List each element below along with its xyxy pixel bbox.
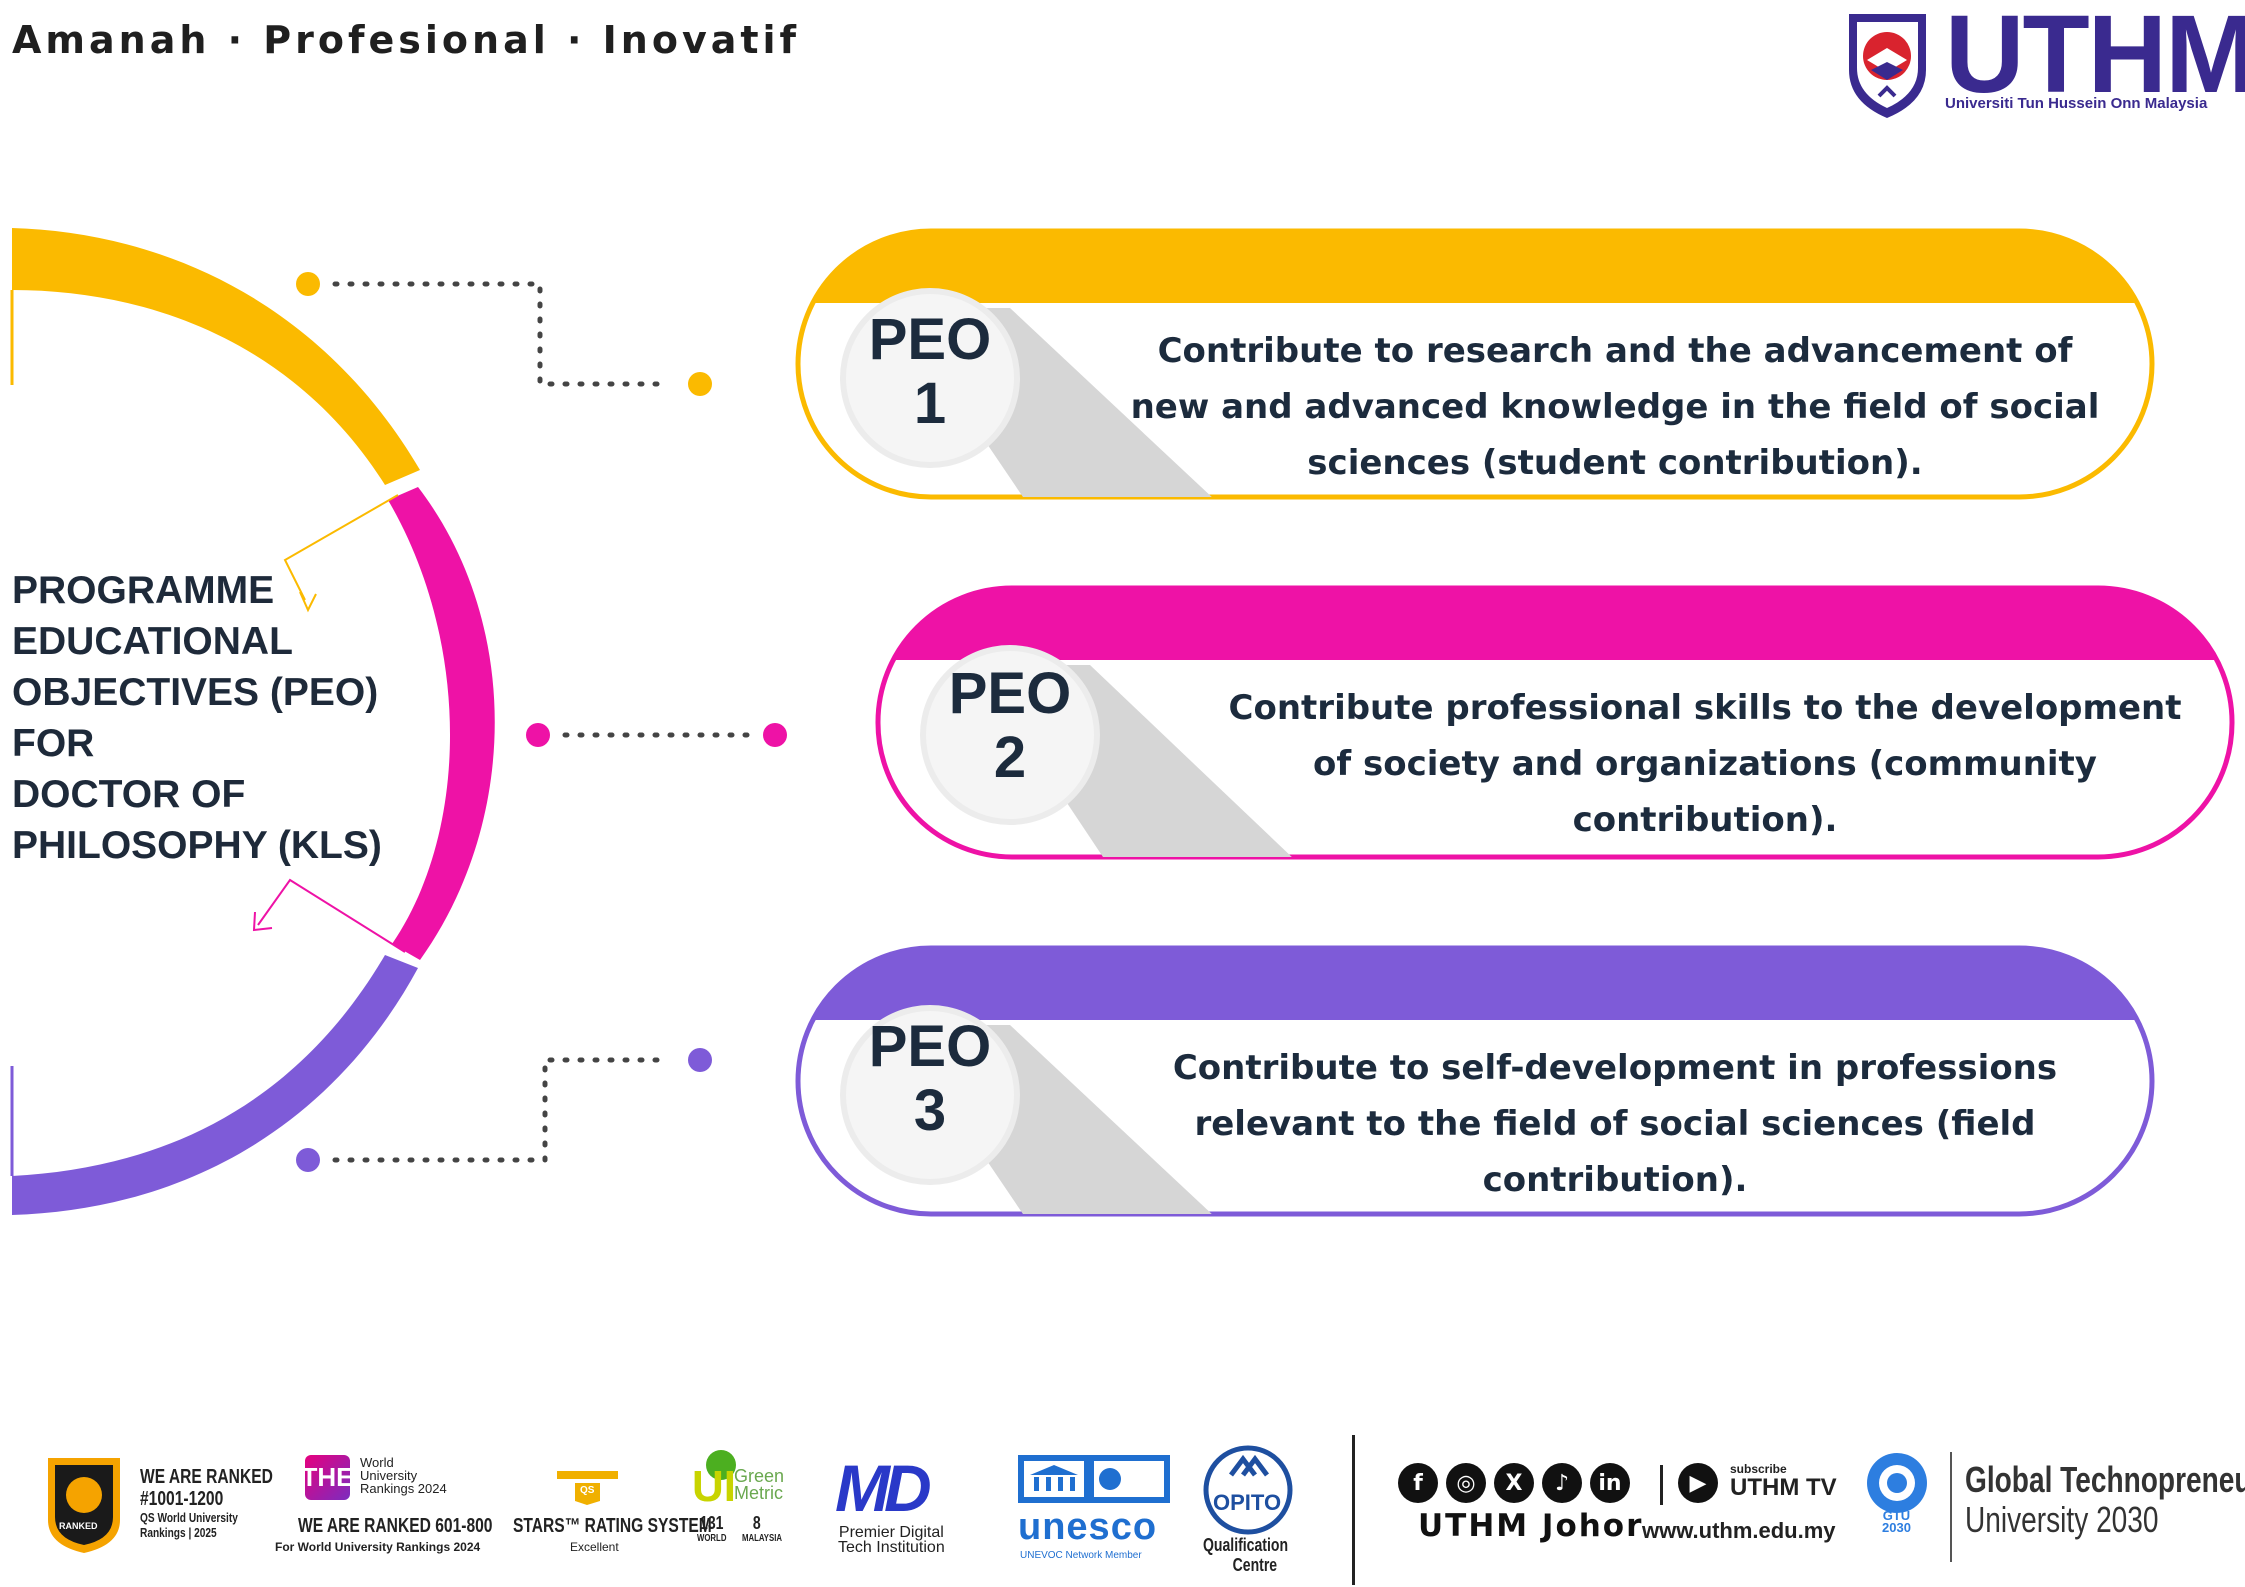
footer-divider bbox=[1352, 1435, 1355, 1585]
facebook-icon[interactable]: f bbox=[1398, 1463, 1438, 1503]
peo-title: PROGRAMME EDUCATIONAL OBJECTIVES (PEO) F… bbox=[12, 569, 382, 867]
yellow-dot bbox=[296, 272, 320, 296]
social-divider bbox=[1660, 1465, 1663, 1505]
peo-2-text: Contribute professional skills to the de… bbox=[1228, 688, 2182, 840]
the-logo: THE bbox=[302, 1455, 354, 1500]
uthm-crest-icon bbox=[1845, 10, 1930, 120]
magenta-arc bbox=[388, 487, 495, 960]
greenmetric-malaysia: 8 MALAYSIA bbox=[742, 1513, 783, 1544]
md-tagline: Premier Digital Tech Institution bbox=[838, 1524, 945, 1556]
website-link[interactable]: www.uthm.edu.my bbox=[1642, 1518, 1836, 1543]
qs-stars-icon: QS bbox=[555, 1465, 620, 1505]
purple-arc bbox=[12, 955, 418, 1215]
instagram-icon[interactable]: ◎ bbox=[1446, 1463, 1486, 1503]
peo-1-text: Contribute to research and the advanceme… bbox=[1130, 331, 2100, 483]
the-name: World University Rankings 2024 bbox=[360, 1455, 447, 1496]
uthm-logo-subtitle: Universiti Tun Hussein Onn Malaysia bbox=[1945, 95, 2208, 112]
gtu-logo: GTU 2030 bbox=[1862, 1448, 1932, 1543]
subscribe-label: subscribe bbox=[1730, 1462, 1787, 1476]
magenta-dot bbox=[526, 723, 550, 747]
unevoc-text: UNEVOC Network Member bbox=[1020, 1550, 1142, 1561]
tiktok-icon[interactable]: ♪ bbox=[1542, 1463, 1582, 1503]
opito-logo: OPITO bbox=[1203, 1445, 1293, 1535]
tagline: Amanah · Profesional · Inovatif bbox=[12, 18, 801, 62]
stars-text: STARS™ RATING SYSTEM bbox=[513, 1515, 712, 1537]
qs-rank-text: WE ARE RANKED #1001-1200 QS World Univers… bbox=[140, 1466, 273, 1540]
linkedin-icon[interactable]: in bbox=[1590, 1463, 1630, 1503]
qs-badge-icon: RANKED bbox=[45, 1455, 123, 1555]
uthm-tv[interactable]: UTHM TV bbox=[1730, 1474, 1837, 1501]
yellow-arc bbox=[12, 228, 420, 485]
peo-card-3: PEO 3 Contribute to self-development in p… bbox=[795, 945, 2155, 1217]
peo-2-label: PEO 2 bbox=[948, 661, 1072, 790]
uthm-logo-text: UTHM bbox=[1945, 0, 2245, 116]
gtu-divider bbox=[1950, 1452, 1952, 1562]
greenmetric-logo: UI Green Metric bbox=[692, 1450, 792, 1511]
arc-diagram bbox=[10, 228, 787, 1215]
footer: RANKED WE ARE RANKED #1001-1200 QS World … bbox=[0, 1430, 2245, 1587]
greenmetric-world: 131 WORLD bbox=[697, 1513, 727, 1544]
unesco-text: unesco bbox=[1018, 1506, 1158, 1548]
peo-3-text: Contribute to self-development in profes… bbox=[1172, 1048, 2058, 1200]
peo-card-1: PEO 1 Contribute to research and the adva… bbox=[795, 228, 2155, 500]
peo-1-label: PEO 1 bbox=[868, 307, 992, 436]
purple-dot bbox=[296, 1148, 320, 1172]
md-logo: MD bbox=[835, 1451, 932, 1525]
opito-sub: Qualification Centre bbox=[1203, 1535, 1289, 1575]
the-rank: WE ARE RANKED 601-800 bbox=[298, 1515, 493, 1537]
gtu-text: Global Technopreneur University 2030 bbox=[1965, 1459, 2245, 1540]
peo-card-2: PEO 2 Contribute professional skills to t… bbox=[875, 585, 2235, 860]
x-icon[interactable]: X bbox=[1494, 1463, 1534, 1503]
stars-sub: Excellent bbox=[570, 1540, 619, 1554]
social-icons: f ◎ X ♪ in bbox=[1398, 1463, 1630, 1503]
the-sub: For World University Rankings 2024 bbox=[275, 1540, 481, 1554]
youtube-icon[interactable]: ▶ bbox=[1678, 1463, 1718, 1503]
peo-3-label: PEO 3 bbox=[868, 1014, 992, 1143]
social-handle: UTHM Johor bbox=[1418, 1508, 1644, 1544]
unesco-temple-icon bbox=[1018, 1455, 1170, 1503]
